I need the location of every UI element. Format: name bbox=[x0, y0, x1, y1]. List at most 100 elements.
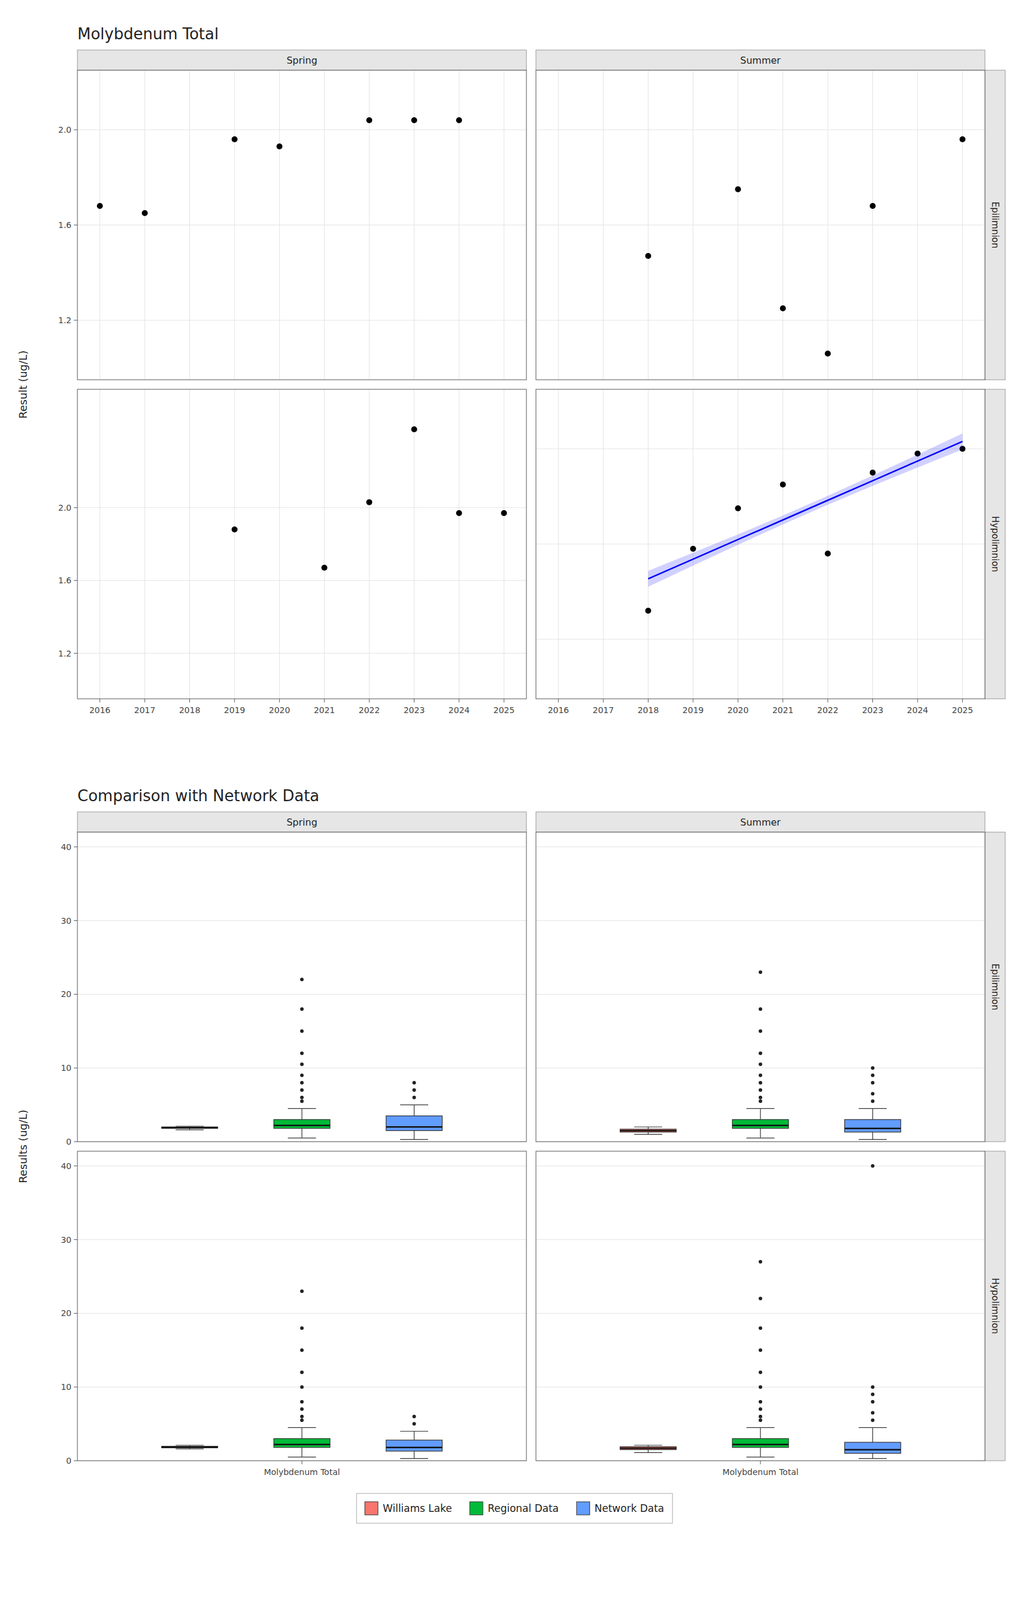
box-cap bbox=[400, 1139, 429, 1141]
grid-line bbox=[917, 70, 918, 380]
box-body bbox=[273, 1439, 330, 1449]
box-outlier bbox=[300, 1419, 304, 1423]
tick-mark bbox=[962, 699, 963, 703]
box-cap bbox=[634, 1134, 663, 1135]
grid-line bbox=[535, 920, 985, 922]
tick-mark bbox=[73, 1142, 78, 1143]
box-cap bbox=[175, 1130, 204, 1131]
box-outlier bbox=[758, 1051, 763, 1056]
x-tick-label: 2016 bbox=[547, 705, 570, 716]
x-tick-label: 2023 bbox=[862, 705, 884, 716]
x-tick-label: 2018 bbox=[637, 705, 660, 716]
grid-line bbox=[872, 389, 873, 700]
legend-swatch bbox=[576, 1502, 590, 1516]
grid-line bbox=[77, 1165, 527, 1167]
scatter-point bbox=[959, 136, 966, 143]
plot-frame bbox=[77, 832, 527, 1143]
legend-swatch bbox=[365, 1502, 379, 1516]
grid-line bbox=[647, 70, 649, 380]
box-outlier bbox=[300, 1062, 304, 1067]
box-body bbox=[732, 1439, 789, 1449]
plot-area bbox=[645, 136, 966, 357]
x-tick-label: 2024 bbox=[906, 705, 929, 716]
tick-mark bbox=[73, 580, 78, 582]
x-tick-label: 2019 bbox=[682, 705, 704, 716]
plot-background bbox=[77, 832, 527, 1143]
grid-line bbox=[603, 389, 604, 700]
scatter-point bbox=[824, 350, 831, 357]
grid-line bbox=[458, 389, 460, 700]
tick-mark bbox=[73, 507, 78, 508]
grid-line bbox=[557, 389, 559, 700]
legend-label: Network Data bbox=[594, 1503, 664, 1515]
facet-strip bbox=[984, 832, 1006, 1143]
panel: Molybdenum Total bbox=[535, 1151, 985, 1478]
box-outlier bbox=[758, 1348, 763, 1353]
tick-mark bbox=[279, 699, 280, 703]
grid-line bbox=[77, 994, 527, 996]
box-cap bbox=[746, 1427, 775, 1429]
box-body bbox=[273, 1120, 330, 1130]
box-outlier bbox=[300, 1370, 304, 1375]
plot-area bbox=[97, 117, 463, 217]
plot-background bbox=[535, 70, 985, 380]
grid-line bbox=[535, 1313, 985, 1315]
box-cap bbox=[400, 1104, 429, 1106]
box-body bbox=[619, 1129, 676, 1133]
facet-strip bbox=[535, 50, 985, 71]
box-outlier bbox=[412, 1415, 417, 1420]
tick-mark bbox=[234, 699, 235, 703]
box-cap bbox=[634, 1452, 663, 1454]
box-cap bbox=[634, 1127, 663, 1128]
box-outlier bbox=[758, 1419, 763, 1423]
tick-mark bbox=[73, 994, 78, 996]
box-outlier bbox=[758, 1400, 763, 1405]
grid-line bbox=[99, 389, 101, 700]
y-tick-label: 30 bbox=[60, 916, 72, 926]
facet-label: Summer bbox=[740, 817, 781, 829]
x-tick-label: 2022 bbox=[817, 705, 839, 716]
plot-background bbox=[535, 832, 985, 1143]
box-outlier bbox=[758, 1297, 763, 1302]
box-median bbox=[732, 1444, 789, 1447]
box-cap bbox=[634, 1445, 663, 1446]
tick-mark bbox=[369, 699, 370, 703]
y-tick-label: 0 bbox=[66, 1137, 72, 1147]
facet-strip bbox=[535, 812, 985, 833]
box-body bbox=[385, 1440, 442, 1452]
scatter-point bbox=[276, 143, 283, 150]
scatter-point bbox=[690, 546, 697, 553]
box-outlier bbox=[871, 1400, 875, 1405]
grid-line bbox=[369, 70, 370, 380]
scatter-point bbox=[366, 117, 373, 124]
box-whisker bbox=[413, 1105, 415, 1117]
plot-frame bbox=[77, 70, 527, 380]
box-cap bbox=[746, 1137, 775, 1139]
grid-line bbox=[99, 70, 101, 380]
tick-mark bbox=[73, 1239, 78, 1241]
box-median bbox=[161, 1447, 218, 1449]
plot-area bbox=[619, 1164, 901, 1460]
box-whisker bbox=[759, 1448, 761, 1458]
legend-label: Regional Data bbox=[487, 1503, 559, 1515]
box-outlier bbox=[758, 1099, 763, 1104]
box-outlier bbox=[758, 1385, 763, 1390]
box-whisker bbox=[872, 1132, 873, 1140]
grid-line bbox=[692, 389, 694, 700]
grid-line bbox=[827, 70, 829, 380]
grid-line bbox=[413, 70, 415, 380]
box-outlier bbox=[758, 970, 763, 975]
plot-background bbox=[535, 389, 985, 700]
grid-line bbox=[535, 1165, 985, 1167]
x-tick-label: 2021 bbox=[313, 705, 336, 716]
box-outlier bbox=[758, 1407, 763, 1412]
box-cap bbox=[175, 1449, 204, 1451]
x-tick-label: 2019 bbox=[223, 705, 246, 716]
tick-mark bbox=[73, 320, 78, 321]
panel bbox=[535, 70, 985, 380]
plot-frame bbox=[535, 1151, 985, 1462]
grid-line bbox=[144, 70, 146, 380]
box-outlier bbox=[758, 1088, 763, 1093]
tick-mark bbox=[189, 699, 190, 703]
grid-line bbox=[77, 846, 527, 848]
